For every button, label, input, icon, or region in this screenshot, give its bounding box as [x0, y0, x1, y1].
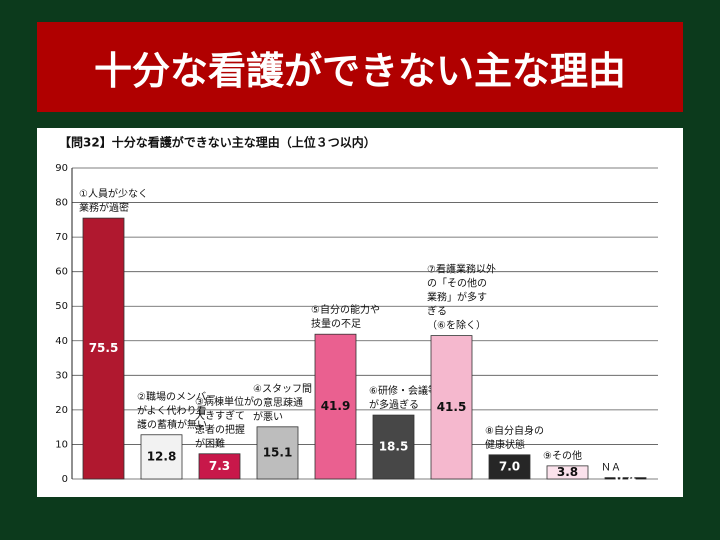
y-tick-label: 20	[55, 405, 68, 416]
category-label: ⑨その他	[543, 449, 582, 462]
category-label: ①人員が少なく	[79, 187, 148, 200]
category-label: ⑤自分の能力や	[311, 303, 380, 316]
category-label: ⑥研修・会議等	[369, 384, 438, 397]
category-label: 技量の不足	[311, 317, 361, 330]
y-tick-label: 90	[55, 163, 68, 174]
category-label: が悪い	[253, 410, 283, 423]
bar	[604, 477, 647, 480]
category-label: 健康状態	[485, 438, 525, 451]
category-label: ③病棟単位が	[195, 395, 254, 408]
y-tick-label: 0	[62, 474, 68, 485]
value-label: 3.8	[557, 465, 578, 479]
y-tick-label: 60	[55, 267, 68, 278]
slide-title: 十分な看護ができない主な理由	[37, 22, 683, 112]
value-label: 41.5	[437, 400, 467, 414]
y-tick-label: 70	[55, 232, 68, 243]
category-label: ＮＡ	[601, 463, 621, 474]
bar	[198, 453, 241, 480]
category-label: 業務」が多す	[427, 291, 487, 304]
category-label: ②職場のメンバー	[137, 390, 216, 403]
bar	[372, 414, 415, 480]
chart: 【問32】十分な看護ができない主な理由（上位３つ以内） 0 10 20 30 40 50 6…	[37, 128, 683, 497]
y-tick-label: 50	[55, 301, 68, 312]
value-label: 7.0	[499, 459, 520, 473]
y-tick-label: 40	[55, 336, 68, 347]
category-label: 業務が過密	[79, 201, 129, 214]
value-label: 75.5	[89, 341, 119, 355]
category-label: が困難	[195, 437, 225, 450]
bar	[488, 454, 531, 480]
y-tick-label: 10	[55, 439, 68, 450]
bar	[314, 333, 357, 480]
value-label: 41.9	[321, 399, 351, 413]
y-tick-label: 30	[55, 370, 68, 381]
category-label: ④スタッフ間	[253, 383, 312, 395]
category-label: 患者の把握	[195, 423, 245, 436]
chart-title: 【問32】十分な看護ができない主な理由（上位３つ以内）	[59, 135, 376, 150]
value-label: 18.5	[379, 440, 409, 454]
category-label: ぎる	[427, 305, 447, 318]
bar	[82, 217, 125, 480]
value-label: 15.1	[263, 445, 293, 459]
category-label: 護の蓄積が無い	[137, 418, 207, 431]
category-label: の「その他の	[427, 277, 487, 290]
bar	[140, 434, 183, 480]
category-label: の意思疎通	[253, 396, 303, 409]
y-tick-label: 80	[55, 198, 68, 209]
value-label: 7.3	[209, 459, 230, 473]
category-label: （⑥を除く）	[427, 319, 486, 332]
bar	[546, 465, 589, 480]
value-label: 12.8	[147, 449, 177, 463]
category-label: がよく代わり看	[137, 404, 207, 417]
value-label: 0.4	[615, 471, 636, 485]
category-label: 大きすぎて	[195, 409, 245, 422]
category-label: ⑧自分自身の	[485, 424, 544, 437]
bar	[430, 335, 473, 480]
category-label: が多過ぎる	[369, 398, 419, 411]
bar	[256, 426, 299, 480]
category-label: ⑦看護業務以外	[427, 263, 496, 276]
